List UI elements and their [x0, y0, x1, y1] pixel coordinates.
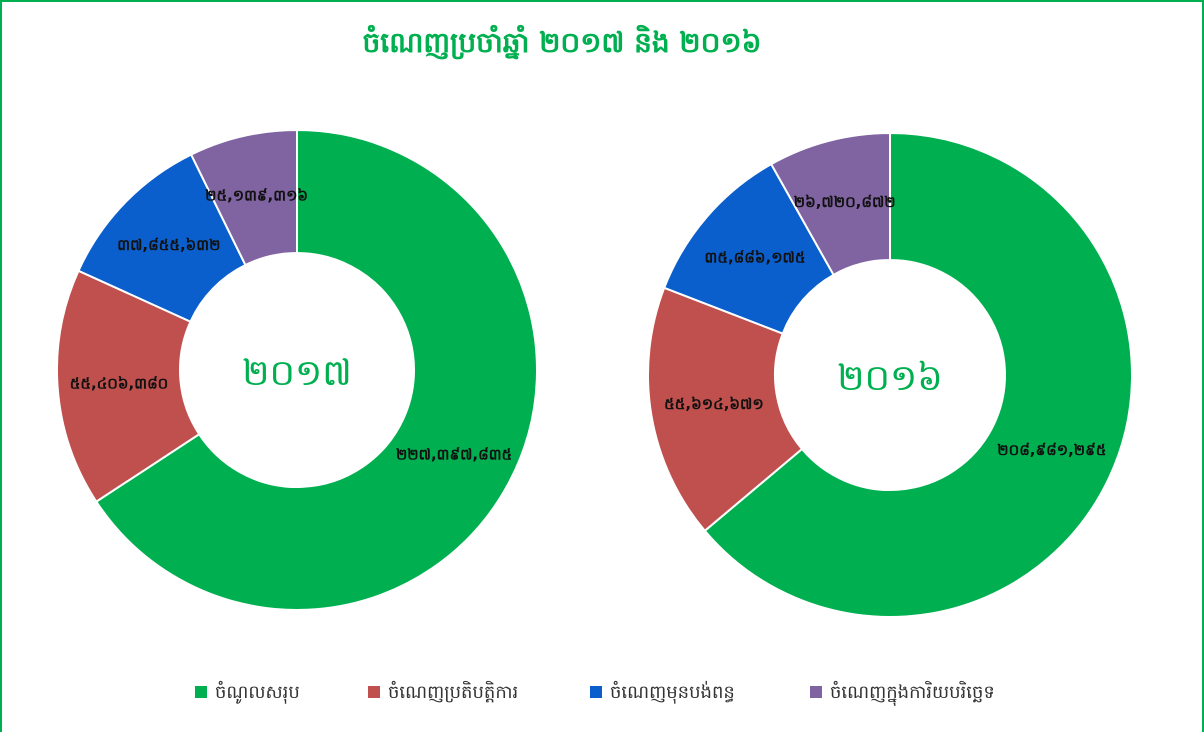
data-label: ៥៥,៤០៦,៣៨០: [70, 374, 169, 392]
donut-slice: [703, 131, 1133, 618]
chart-title: ចំណេញប្រចាំឆ្នាំ ២០១៧ និង ២០១៦: [363, 24, 762, 60]
data-label: ៣៧,៨៥៥,៦៣២: [117, 236, 220, 254]
donut-center-label: ២០១៦: [837, 358, 942, 399]
data-label: ២៦,៧២០,៨៧២: [794, 193, 896, 211]
data-label: ៥៥,៦១៤,៦៧១: [664, 395, 764, 413]
data-label: ២២៧,៣៩៧,៨៣៥: [396, 445, 512, 463]
data-label: ២០៨,៩៨១,២៩៥: [997, 441, 1106, 459]
donut-center-label: ២០១៧: [242, 353, 352, 394]
legend-label: ចំណូលសរុប: [215, 680, 300, 704]
legend-swatch: [590, 686, 602, 698]
data-label: ២៥,១៣៩,៣១៦: [205, 187, 308, 205]
legend-swatch: [368, 686, 380, 698]
donut-slice: [94, 128, 538, 611]
legend-swatch: [810, 686, 822, 698]
donut-slice: [56, 269, 201, 504]
donut-slice: [647, 286, 804, 533]
legend-label: ចំណេញប្រតិបត្តិការ: [388, 680, 518, 703]
legend-label: ចំណេញមុនបង់ពន្ធ: [610, 680, 735, 704]
legend-swatch: [195, 686, 207, 698]
donut-slice: [189, 128, 298, 267]
donut-slice: [769, 131, 891, 277]
legend-label: ចំណេញក្នុងការិយបរិច្ឆេទ: [830, 680, 995, 706]
data-label: ៣៥,៨៨៦,១៧៥: [705, 249, 806, 267]
